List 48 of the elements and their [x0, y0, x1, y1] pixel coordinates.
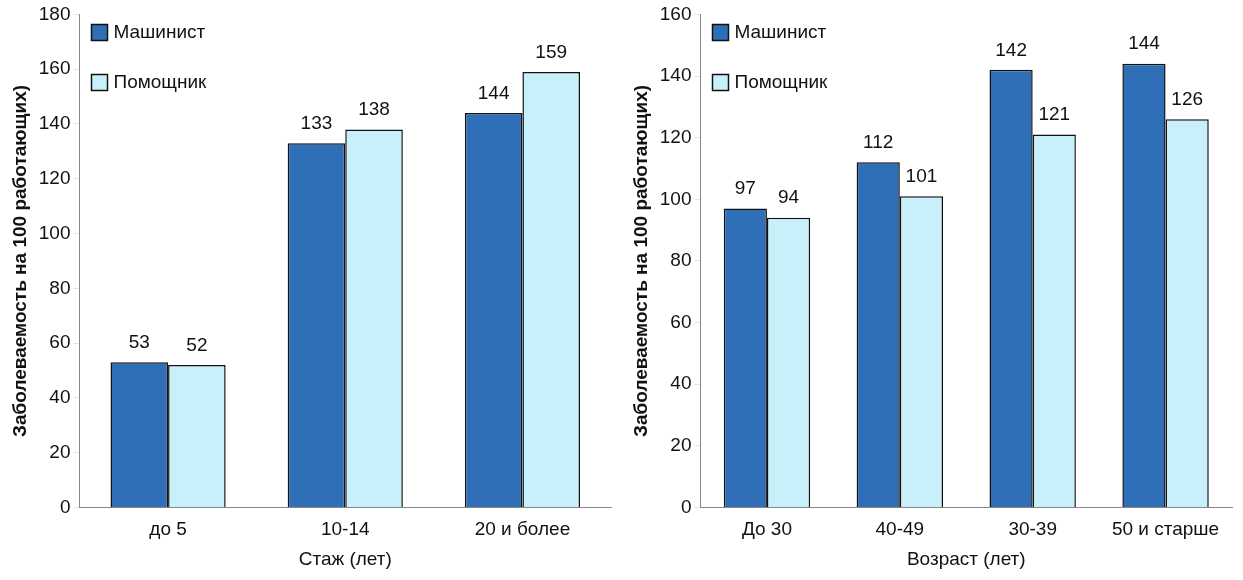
legend-label: Машинист — [734, 20, 827, 42]
data-label: 53 — [128, 330, 150, 352]
legend-label: Помощник — [734, 70, 829, 92]
data-label: 142 — [995, 38, 1027, 60]
data-label: 112 — [863, 131, 894, 153]
y-tick-label: 140 — [659, 64, 692, 86]
y-tick-label: 40 — [49, 386, 71, 408]
x-axis-title: Возраст (лет) — [906, 547, 1026, 569]
data-label: 121 — [1038, 103, 1071, 125]
y-tick-label: 120 — [659, 125, 692, 147]
y-axis-title: Заболеваемость на 100 работающих) — [8, 84, 30, 437]
data-label: 159 — [535, 40, 568, 62]
data-label: 97 — [734, 177, 756, 199]
y-tick-label: 140 — [38, 112, 71, 134]
data-label: 101 — [905, 164, 938, 186]
data-label: 52 — [186, 333, 208, 355]
y-tick-label: 0 — [680, 495, 692, 517]
data-label: 144 — [1128, 32, 1161, 54]
data-label: 138 — [358, 98, 390, 120]
y-tick-label: 60 — [670, 310, 692, 332]
y-tick-label: 20 — [670, 434, 692, 456]
y-tick-label: 100 — [659, 187, 692, 209]
y-tick-label: 100 — [38, 221, 71, 243]
legend-label: Машинист — [113, 20, 206, 42]
x-tick-label: до 5 — [149, 518, 187, 540]
x-tick-label: До 30 — [741, 518, 792, 540]
y-tick-label: 160 — [38, 57, 71, 79]
y-axis-title: Заболеваемость на 100 работающих) — [629, 84, 651, 437]
data-label: 144 — [477, 81, 510, 103]
y-tick-label: 120 — [38, 166, 71, 188]
x-tick-label: 20 и более — [474, 518, 571, 540]
y-tick-label: 40 — [670, 372, 692, 394]
y-tick-label: 160 — [659, 2, 692, 24]
y-tick-label: 80 — [49, 276, 71, 298]
y-tick-label: 0 — [59, 495, 71, 517]
y-tick-label: 180 — [38, 2, 71, 24]
x-tick-label: 10-14 — [320, 518, 370, 540]
y-tick-label: 60 — [49, 331, 71, 353]
data-label: 126 — [1171, 87, 1204, 109]
x-axis-title: Стаж (лет) — [298, 547, 392, 569]
y-tick-label: 80 — [670, 249, 692, 271]
x-tick-label: 50 и старше — [1111, 518, 1220, 540]
x-tick-label: 40-49 — [875, 518, 925, 540]
legend-label: Помощник — [113, 70, 208, 92]
x-tick-label: 30-39 — [1008, 518, 1057, 540]
y-tick-label: 20 — [49, 440, 71, 462]
data-label: 133 — [300, 111, 333, 133]
data-label: 94 — [777, 186, 800, 208]
